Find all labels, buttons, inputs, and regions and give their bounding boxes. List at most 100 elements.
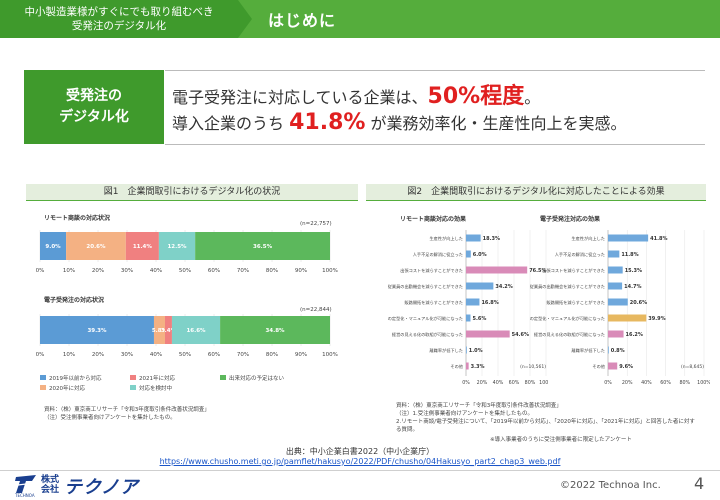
edi-effect-bar-1	[608, 250, 620, 258]
fig2-chart2-title: 電子受発注対応の効果	[540, 216, 601, 223]
edi-status-tick-6: 60%	[208, 352, 220, 358]
fig1-chart1-n: (n=22,757)	[300, 221, 332, 227]
legend-label-4: 出来対応の予定はない	[229, 374, 285, 382]
edi-effect-bar-3	[608, 282, 623, 290]
fig1-title: 図1 企業間取引におけるデジタル化の状況	[26, 184, 358, 200]
edi-effect-n: (n=8,645)	[681, 364, 704, 370]
legend-label-2: 2021年に対応	[139, 374, 175, 382]
edi-status-segment-1	[153, 316, 165, 344]
remote-effect-value-5: 5.6%	[472, 316, 486, 322]
remote-effect-value-4: 16.8%	[481, 300, 498, 306]
remote-effect-bar-3	[466, 282, 494, 290]
edi-status-label-3: 16.6%	[186, 328, 206, 334]
edi-status-segment-3	[171, 316, 221, 344]
edi-effect-value-5: 39.9%	[648, 316, 665, 322]
edi-effect-value-6: 16.2%	[626, 332, 643, 338]
fig2-chart1-title: リモート商談対応の効果	[400, 216, 467, 223]
edi-effect-value-7: 0.8%	[611, 348, 625, 354]
lead-text2-post: が業務効率化・生産性向上を実感。	[365, 114, 627, 133]
fig2-underline	[366, 200, 706, 201]
remote-effect-tick-4: 80%	[525, 380, 536, 386]
source-url-link[interactable]: https://www.chusho.meti.go.jp/pamflet/ha…	[159, 457, 561, 466]
edi-effect-tick-1: 20%	[622, 380, 633, 386]
remote-status-tick-0: 0%	[36, 268, 45, 274]
remote-status-tick-9: 90%	[295, 268, 307, 274]
remote-effect-category-0: 生産性が向上した	[429, 235, 463, 242]
edi-status-tick-7: 70%	[237, 352, 249, 358]
page-number: 4	[694, 474, 705, 493]
remote-effect-category-8: その他	[450, 363, 463, 370]
edi-status-segment-0	[40, 316, 154, 344]
edi-effect-tick-2: 40%	[641, 380, 652, 386]
edi-status-tick-4: 40%	[150, 352, 162, 358]
remote-effect-category-4: 販路開拓を減らすことができた	[404, 299, 463, 306]
edi-effect-bar-7	[608, 346, 609, 354]
edi-effect-bar-5	[608, 314, 647, 322]
legend-swatch-2	[130, 375, 136, 380]
remote-status-segment-4	[195, 232, 330, 260]
remote-status-label-4: 36.5%	[253, 244, 273, 250]
lead-text1-highlight: 50%程度	[427, 84, 525, 109]
remote-effect-bar-0	[466, 234, 481, 242]
copyright: ©2022 Technoa Inc.	[560, 480, 661, 491]
source-citation: 出典：中小企業白書2022（中小企業庁）	[285, 447, 435, 456]
remote-effect-category-7: 離職率が低下した	[429, 347, 463, 354]
breadcrumb: 中小製造業様がすぐにでも取り組むべき 受発注のデジタル化	[0, 0, 238, 38]
remote-status-tick-1: 10%	[63, 268, 75, 274]
remote-status-tick-7: 70%	[237, 268, 249, 274]
edi-effect-category-0: 生産性が向上した	[571, 235, 605, 242]
remote-effect-bar-4	[466, 298, 480, 306]
lead-label-line2: デジタル化	[59, 109, 129, 125]
remote-status-label-1: 20.6%	[86, 244, 106, 250]
remote-effect-tick-5: 100%	[539, 380, 548, 386]
edi-status-label-2: 3.4%	[161, 328, 177, 334]
fig1-chart2-n: (n=22,844)	[300, 307, 332, 313]
remote-effect-bar-8	[466, 362, 469, 370]
fig2-note4: ※導入事業者のうちに受注側事業者に限定したアンケート	[490, 437, 632, 443]
company-logo: 株式会社 テクノア TECHNOA	[14, 473, 154, 498]
remote-effect-category-2: 出張コストを減らすことができた	[400, 267, 463, 274]
remote-effect-tick-3: 60%	[509, 380, 520, 386]
remote-effect-category-5: 業務の定型化・マニュアル化が可能になった	[388, 315, 463, 322]
remote-effect-bar-5	[466, 314, 471, 322]
fig1-chart1-title: リモート商談の対応状況	[44, 215, 111, 222]
edi-status-segment-4	[220, 316, 330, 344]
footer-divider	[0, 470, 720, 471]
remote-status-segment-0	[40, 232, 67, 260]
lead-text1-pre: 電子受発注に対応している企業は、	[172, 88, 428, 107]
remote-effect-tick-1: 20%	[477, 380, 488, 386]
fig2-note1: 資料：（株）東京商工リサーチ「令和3年度取引条件改善状況調査」	[396, 403, 562, 409]
edi-effect-value-1: 11.8%	[621, 252, 638, 258]
edi-status-tick-3: 30%	[121, 352, 133, 358]
remote-effect-bar-1	[466, 250, 471, 258]
logo-company-name: テクノア	[64, 477, 139, 498]
edi-status-tick-5: 50%	[179, 352, 191, 358]
remote-status-segment-1	[66, 232, 126, 260]
remote-status-tick-10: 100%	[322, 268, 338, 274]
remote-effect-category-3: 自社従業員の出勤機会を減らすことができた	[388, 283, 463, 290]
edi-effect-value-0: 41.8%	[650, 236, 667, 242]
lead-label-line1: 受発注の	[66, 88, 122, 104]
edi-effect-tick-0: 0%	[604, 380, 612, 386]
header-bar: 中小製造業様がすぐにでも取り組むべき 受発注のデジタル化 はじめに	[0, 0, 720, 38]
edi-status-tick-2: 20%	[92, 352, 104, 358]
lead-text2-highlight: 41.8%	[289, 110, 366, 135]
edi-effect-value-4: 20.6%	[630, 300, 647, 306]
remote-status-label-0: 9.0%	[45, 244, 61, 250]
page-title: はじめに	[268, 11, 337, 30]
remote-status-tick-2: 20%	[92, 268, 104, 274]
legend-label-3: 対応を検討中	[139, 384, 172, 392]
edi-status-tick-9: 90%	[295, 352, 307, 358]
remote-effect-value-0: 18.3%	[483, 236, 500, 242]
remote-status-label-2: 11.4%	[133, 244, 153, 250]
edi-status-tick-8: 80%	[266, 352, 278, 358]
remote-effect-tick-0: 0%	[462, 380, 470, 386]
legend-swatch-3	[130, 385, 136, 390]
fig1-underline	[26, 200, 358, 201]
fig1-note1: 資料：（株）東京商工リサーチ「令和3年度取引条件改善状況調査」	[44, 407, 210, 413]
fig2-note3: 2.リモート商談/電子受発注について、「2019年以前から対応」、「2020年に…	[396, 419, 695, 433]
edi-effect-value-2: 15.3%	[625, 268, 642, 274]
edi-effect-category-4: 販路開拓を減らすことができた	[546, 299, 605, 306]
edi-status-tick-0: 0%	[36, 352, 45, 358]
